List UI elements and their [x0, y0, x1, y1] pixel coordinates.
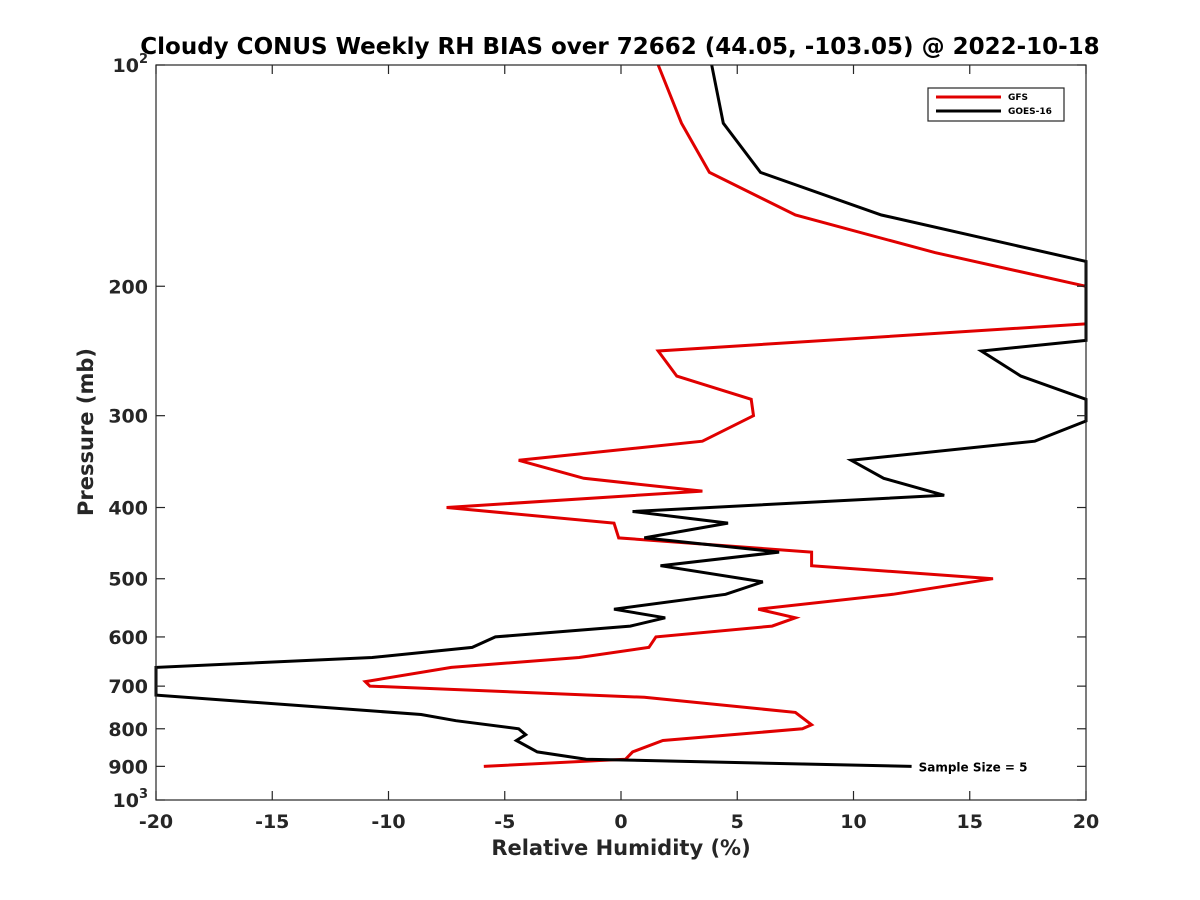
annotations-group: Sample Size = 5: [919, 760, 1028, 774]
x-axis-label: Relative Humidity (%): [491, 836, 750, 860]
plot-area-frame: [155, 64, 1087, 801]
chart-title: Cloudy CONUS Weekly RH BIAS over 72662 (…: [140, 34, 1099, 60]
plot-series-group: [154, 64, 1088, 768]
x-tick-label: 5: [731, 811, 744, 833]
legend-label-gfs: GFS: [1008, 93, 1028, 103]
y-tick-label: 900: [108, 756, 148, 778]
legend-box: [927, 87, 1065, 122]
x-tick-label: 10: [840, 811, 866, 833]
x-tick-label: 20: [1073, 811, 1099, 833]
y-tick-label: 700: [108, 676, 148, 698]
x-tick-label: -20: [139, 811, 173, 833]
series-line-goes-16: [154, 64, 1088, 768]
x-tick-label: -5: [494, 811, 515, 833]
series-line-gfs: [362, 64, 1088, 768]
y-tick-label: 102: [113, 52, 149, 77]
y-tick-label: 800: [108, 719, 148, 741]
y-tick-label: 600: [108, 627, 148, 649]
y-tick-label: 103: [113, 787, 149, 812]
y-tick-label: 500: [108, 569, 148, 591]
y-axis-label: Pressure (mb): [74, 348, 98, 516]
legend: GFS GOES-16: [927, 87, 1065, 122]
x-tick-label: 15: [957, 811, 983, 833]
y-tick-label: 400: [108, 498, 148, 520]
y-tick-label: 200: [108, 276, 148, 298]
y-tick-label: 300: [108, 406, 148, 428]
x-tick-label: 0: [614, 811, 627, 833]
sample-size-annotation: Sample Size = 5: [919, 760, 1028, 774]
x-tick-label: -15: [255, 811, 289, 833]
legend-label-goes-16: GOES-16: [1008, 107, 1052, 117]
x-tick-label: -10: [371, 811, 405, 833]
axis-ticks-group: -20 -15 -10 -5 0 5 10 15 20 102 200 300 400 500 600 700…: [108, 52, 1099, 833]
